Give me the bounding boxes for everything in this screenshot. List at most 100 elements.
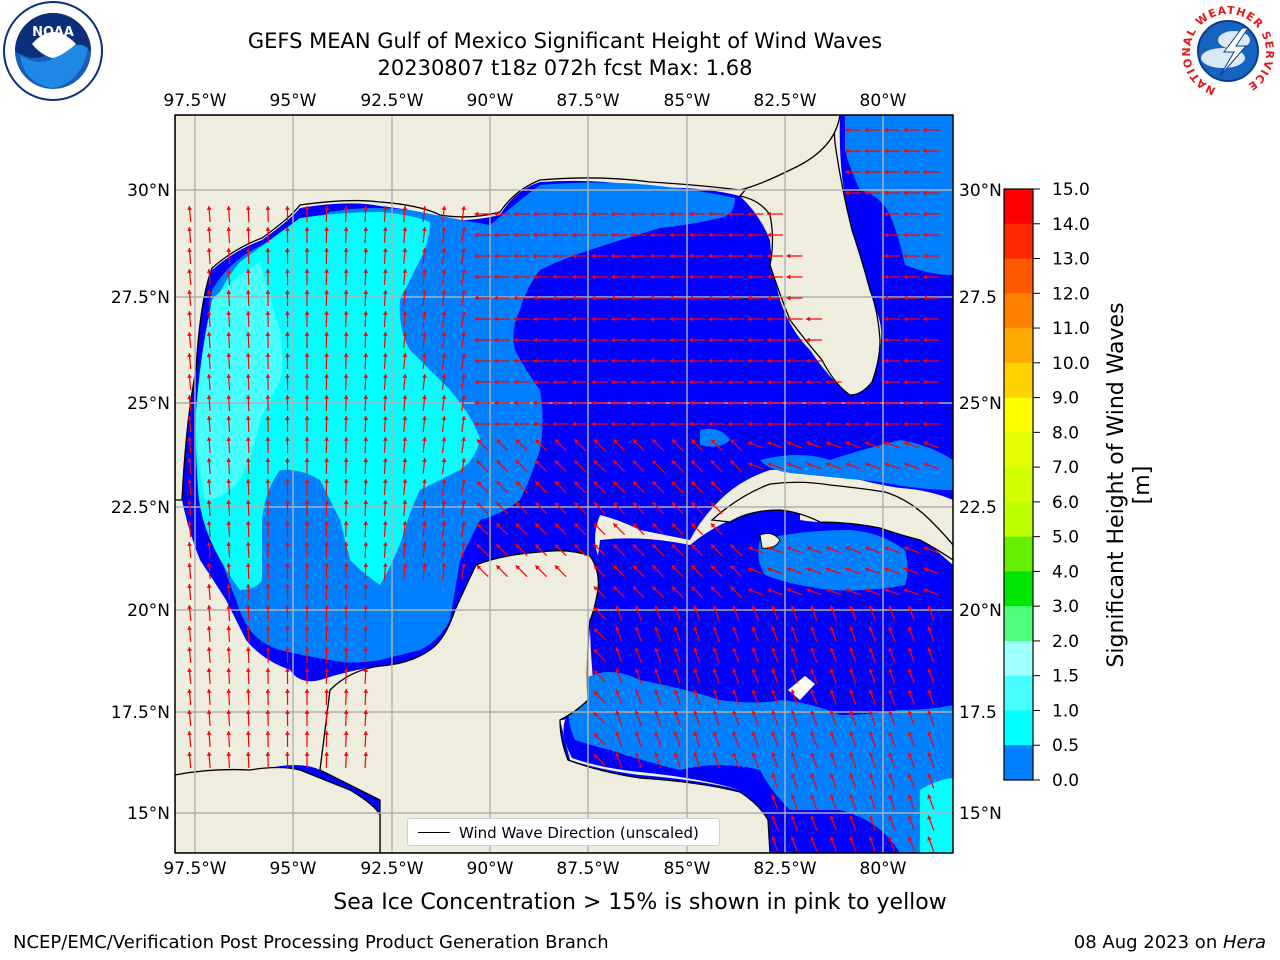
wave-arrow-head: [650, 232, 654, 238]
wave-arrow-head: [615, 605, 620, 610]
wave-arrow-head: [226, 458, 232, 462]
wave-arrow-head: [515, 544, 521, 549]
wave-arrow-head: [730, 544, 735, 549]
wave-arrow-head: [187, 584, 192, 589]
wave-arrow-head: [402, 290, 408, 295]
wave-arrow-head: [324, 752, 330, 756]
wave-arrow-head: [732, 626, 737, 631]
wave-arrow-head: [382, 416, 388, 420]
wave-arrow-head: [708, 274, 713, 280]
wave-arrow-head: [363, 311, 369, 315]
wave-arrow-head: [728, 379, 732, 385]
wave-arrow-head: [903, 421, 908, 427]
wave-arrow-head: [513, 337, 518, 343]
wave-arrow-head: [533, 421, 537, 427]
wave-arrow-head: [747, 274, 752, 280]
wave-arrow-head: [747, 462, 753, 467]
wave-arrow-head: [572, 274, 576, 280]
wave-arrow-head: [786, 462, 792, 467]
wave-arrow-head: [673, 668, 679, 673]
wave-arrow-head: [884, 148, 888, 154]
wave-arrow-head: [285, 227, 290, 231]
wave-arrow-head: [650, 211, 654, 217]
wave-arrow-head: [206, 710, 212, 715]
wave-arrow-head: [535, 523, 540, 528]
wave-arrow-head: [593, 733, 599, 738]
wave-arrow-head: [226, 248, 232, 252]
wave-arrow-head: [382, 227, 388, 231]
wave-arrow-head: [927, 626, 932, 631]
wave-arrow-head: [634, 626, 640, 631]
wave-arrow-head: [441, 458, 447, 463]
wave-arrow-head: [461, 416, 466, 421]
colorbar-tick-label: 9.0: [1052, 389, 1079, 409]
wave-arrow-head: [652, 481, 657, 486]
wave-arrow-head: [441, 269, 447, 274]
wave-arrow-head: [712, 605, 718, 610]
wave-arrow-head: [422, 521, 427, 526]
wave-arrow-head: [474, 211, 479, 217]
wave-arrow-head: [402, 353, 408, 358]
wave-arrow-head: [845, 148, 849, 154]
wave-arrow-head: [382, 542, 388, 546]
wave-arrow-head: [712, 626, 718, 631]
wave-arrow-head: [868, 605, 874, 610]
wave-arrow-head: [533, 358, 537, 364]
wave-arrow-head: [771, 647, 776, 652]
wave-arrow-head: [923, 358, 927, 364]
wave-arrow-head: [206, 290, 212, 295]
wave-arrow-head: [903, 379, 908, 385]
wave-arrow-head: [732, 647, 737, 652]
wave-arrow-head: [689, 295, 693, 301]
wave-arrow-head: [771, 710, 776, 715]
wave-arrow-head: [923, 379, 927, 385]
wave-arrow-head: [285, 668, 290, 672]
wave-arrow-head: [422, 458, 427, 463]
wave-arrow-head: [632, 523, 638, 528]
wave-arrow-head: [927, 710, 932, 715]
wave-arrow-head: [615, 626, 620, 631]
wave-arrow-head: [751, 689, 757, 694]
colorbar-segment: [1004, 571, 1033, 607]
wave-arrow-head: [806, 316, 810, 322]
wave-arrow-head: [884, 400, 888, 406]
wave-arrow-head: [441, 479, 447, 484]
wave-arrow-head: [751, 731, 757, 736]
wave-arrow-head: [382, 479, 388, 483]
wave-arrow-head: [771, 668, 776, 673]
wave-arrow-head: [572, 421, 576, 427]
wave-arrow-head: [786, 316, 791, 322]
wave-arrow-head: [693, 710, 698, 715]
wave-arrow-head: [554, 460, 560, 465]
wave-arrow-head: [884, 211, 888, 217]
wave-arrow-head: [265, 269, 271, 273]
colorbar-tick-label: 15.0: [1052, 180, 1090, 200]
wave-arrow-head: [515, 460, 521, 465]
wave-arrow-head: [343, 332, 349, 336]
colorbar-tick-label: 1.0: [1052, 701, 1079, 721]
wave-arrow-head: [226, 521, 232, 525]
wave-arrow-head: [206, 374, 212, 379]
wave-arrow-head: [845, 546, 850, 551]
wave-arrow-head: [285, 353, 290, 357]
wave-arrow-head: [572, 316, 576, 322]
wave-arrow-head: [845, 441, 850, 446]
wave-arrow-head: [767, 232, 771, 238]
wave-arrow-head: [689, 211, 693, 217]
wave-arrow-head: [593, 502, 599, 507]
wave-arrow-head: [552, 358, 557, 364]
wave-arrow-head: [907, 773, 913, 778]
wave-arrow-head: [825, 567, 831, 572]
wave-arrow-head: [654, 710, 659, 715]
wave-arrow-head: [265, 395, 271, 399]
lon-tick-top: 97.5°W: [163, 91, 226, 111]
wave-arrow-head: [441, 311, 447, 316]
wave-arrow-head: [864, 148, 869, 154]
wave-arrow-head: [708, 400, 713, 406]
wave-arrow-head: [849, 731, 854, 736]
colorbar-tick-label: 10.0: [1052, 354, 1090, 374]
wave-arrow-head: [461, 542, 466, 547]
wave-arrow-head: [671, 523, 677, 528]
wave-arrow-head: [265, 689, 271, 693]
wave-arrow-head: [382, 458, 388, 462]
